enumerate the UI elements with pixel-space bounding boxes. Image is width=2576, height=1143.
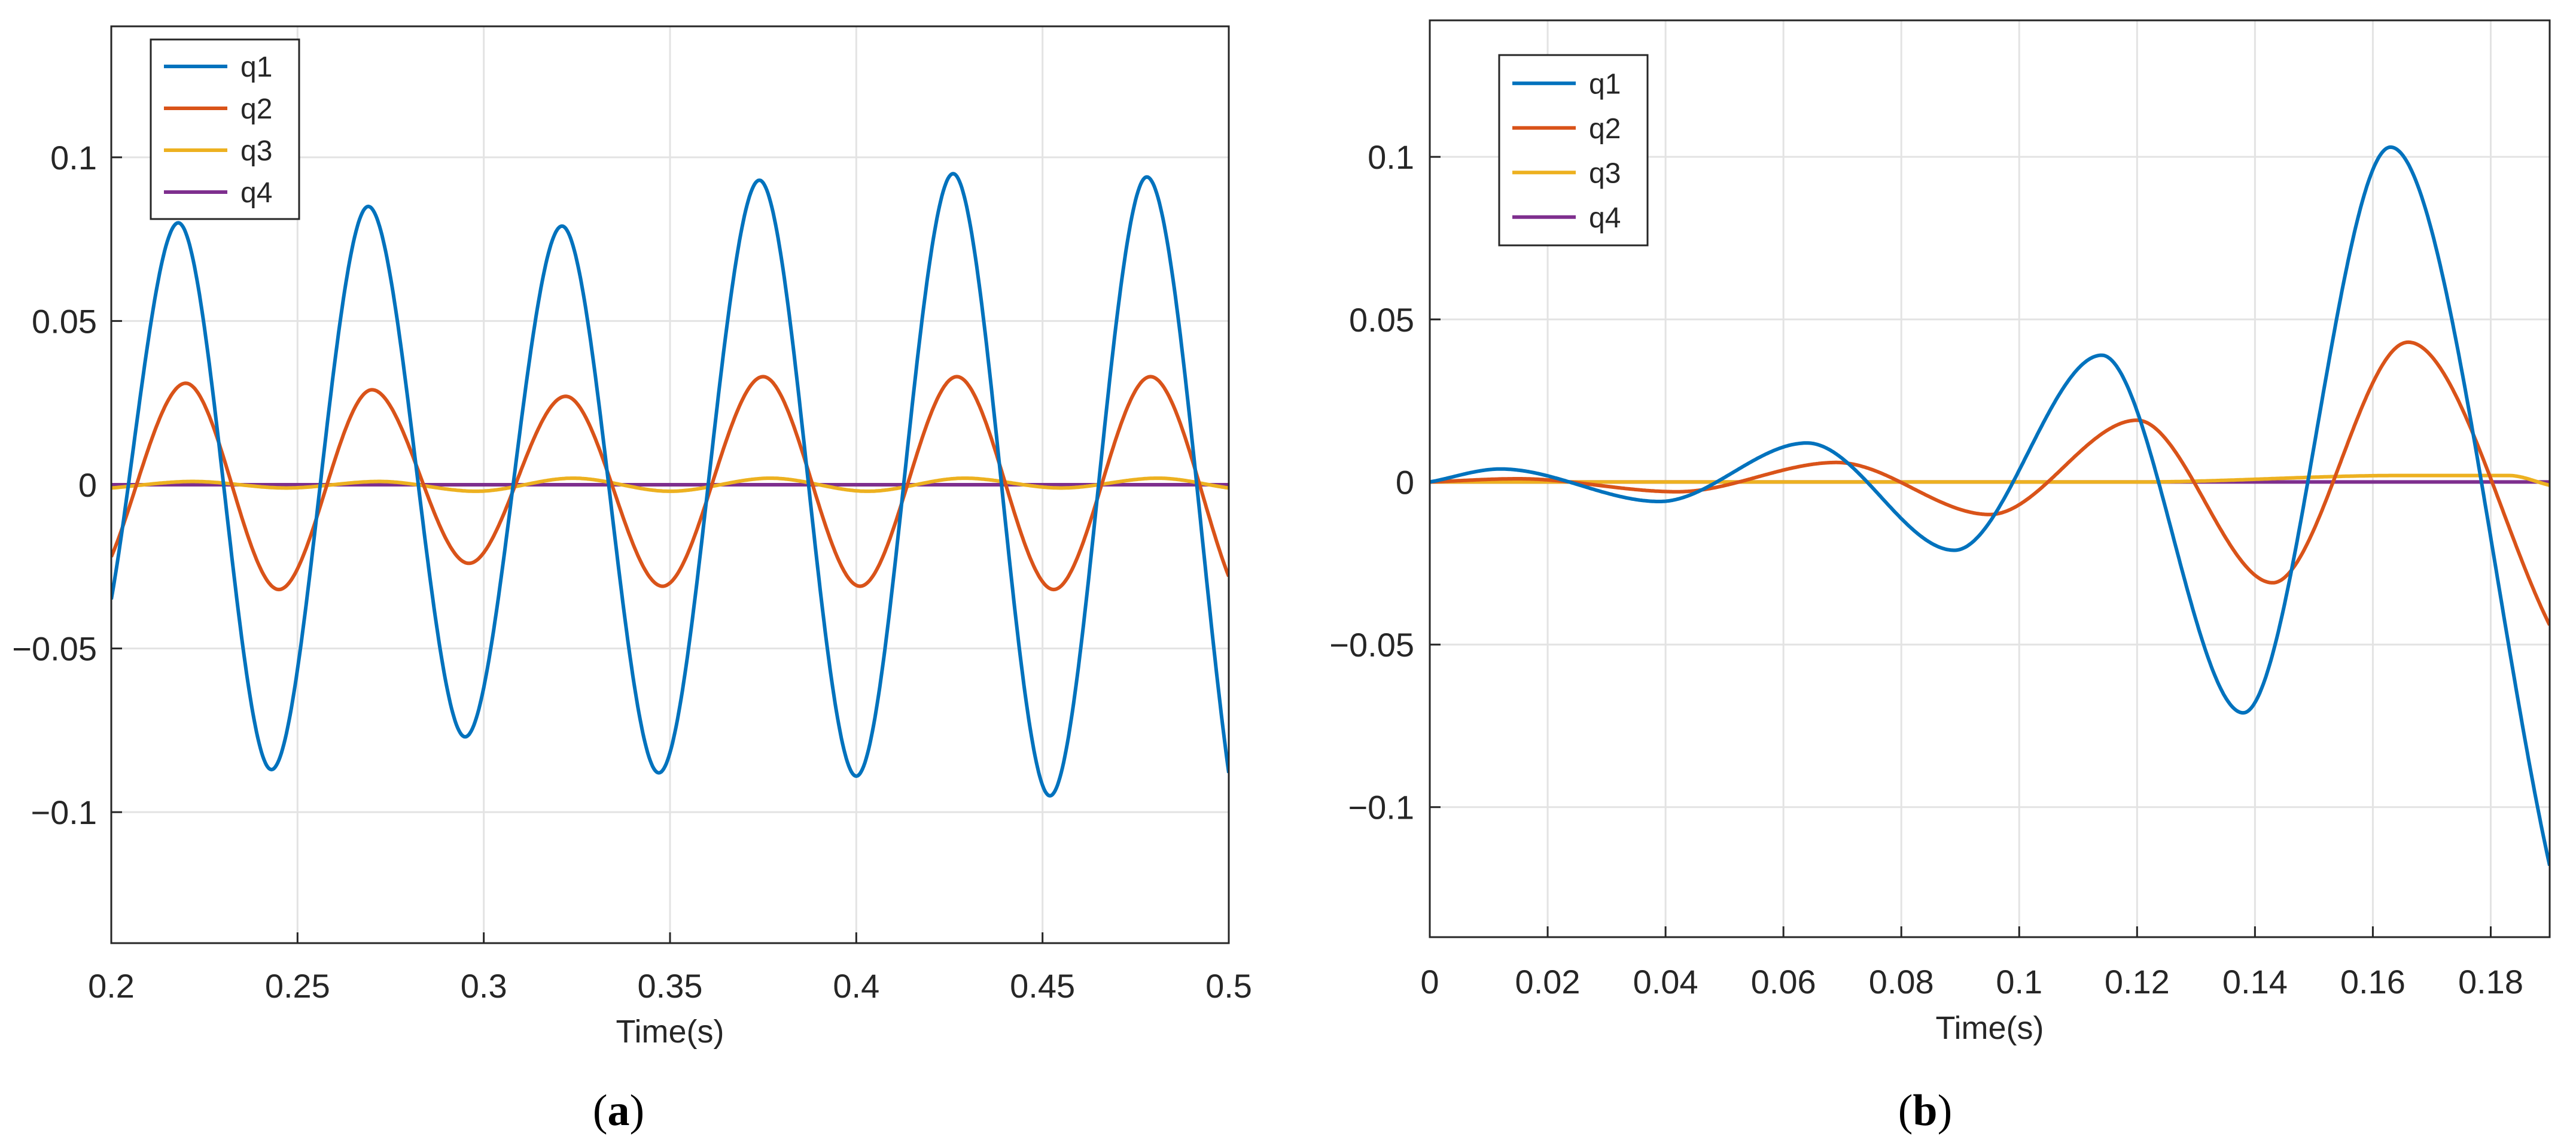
panel-b-x-tick-label-5: 0.1: [1996, 963, 2042, 1001]
panel-a-x-tick-label-2: 0.3: [461, 967, 507, 1005]
panel-a-x-axis-label: Time(s): [616, 1014, 724, 1050]
panel-b-x-tick-label-6: 0.12: [2105, 963, 2170, 1001]
panel-b-legend-label-q3: q3: [1589, 157, 1621, 189]
panel-b-legend-label-q1: q1: [1589, 68, 1621, 100]
panel-a-y-tick-label-3: 0.05: [32, 302, 97, 340]
panel-b-axes-box: [1429, 19, 2551, 938]
panel-b-x-tick-label-9: 0.18: [2458, 963, 2523, 1001]
panel-a-legend-label-q3: q3: [240, 135, 272, 167]
panel-b-chart: 0 0.02 0.04 0.06 0.08 0.1 0.12 0.14 0.16 0.18 −0.1…: [1329, 19, 2551, 1046]
panel-a-series-q3-line: [111, 476, 1229, 493]
panel-b-legend-label-q2: q2: [1589, 113, 1621, 145]
panel-b-y-tick-label-4: 0.1: [1368, 138, 1414, 176]
panel-a-x-tick-label-4: 0.4: [833, 967, 879, 1005]
panel-a-legend-label-q2: q2: [240, 93, 272, 125]
panel-a-x-tick-label-3: 0.35: [638, 967, 703, 1005]
panel-a-y-tick-label-4: 0.1: [50, 139, 97, 177]
panel-a-chart: 0.2 0.25 0.3 0.35 0.4 0.45 0.5 −0.1 −0.05 0 0.05 0.…: [12, 25, 1252, 1050]
panel-b-y-tick-label-2: 0: [1396, 463, 1414, 501]
panel-a-caption: (a): [593, 1086, 644, 1135]
panel-b-legend-box: [1498, 54, 1649, 247]
panel-a-y-tick-label-0: −0.1: [31, 794, 97, 831]
panel-b-series-q3-line: [1430, 473, 2550, 487]
panel-a-y-tick-label-1: −0.05: [12, 630, 97, 668]
panel-a-legend-label-q4: q4: [240, 177, 272, 209]
panel-a-legend: q1 q2 q3 q4: [150, 38, 300, 220]
panel-b-y-tick-label-0: −0.1: [1348, 789, 1414, 826]
panel-a-legend-label-q1: q1: [240, 51, 272, 83]
panel-a-x-tick-label-1: 0.25: [265, 967, 330, 1005]
panel-b-letter: b: [1913, 1086, 1937, 1135]
panel-a-series-q2-line: [111, 375, 1229, 592]
panel-a-y-tick-label-2: 0: [78, 466, 97, 504]
panel-a-x-tick-label-5: 0.45: [1010, 967, 1075, 1005]
panel-a-legend-box: [150, 38, 300, 220]
panel-b-y-tick-label-3: 0.05: [1349, 301, 1414, 339]
panel-b-x-axis-label: Time(s): [1936, 1010, 2044, 1046]
panel-a-x-tick-label-6: 0.5: [1205, 967, 1252, 1005]
panel-a-axes-box: [110, 25, 1230, 944]
panel-b-x-tick-label-0: 0: [1420, 963, 1439, 1001]
panel-a-series-q1-line: [111, 172, 1229, 798]
panel-b-x-tick-label-2: 0.04: [1633, 963, 1698, 1001]
panel-a-letter: a: [608, 1086, 630, 1135]
panel-b-series-q1-line: [1430, 145, 2550, 867]
panel-b-x-tick-label-8: 0.16: [2340, 963, 2406, 1001]
panel-b-x-tick-label-1: 0.02: [1515, 963, 1581, 1001]
panel-b-x-tick-label-3: 0.06: [1751, 963, 1816, 1001]
panel-b-legend: q1 q2 q3 q4: [1498, 54, 1649, 247]
panel-b-caption: (b): [1898, 1086, 1952, 1135]
panel-b-series-q2-line: [1430, 340, 2550, 626]
panel-b-x-tick-label-4: 0.08: [1869, 963, 1934, 1001]
panel-b-legend-label-q4: q4: [1589, 202, 1621, 234]
panel-b-x-tick-label-7: 0.14: [2222, 963, 2288, 1001]
panel-a-x-tick-label-0: 0.2: [88, 967, 135, 1005]
panel-b-y-tick-label-1: −0.05: [1329, 626, 1414, 664]
